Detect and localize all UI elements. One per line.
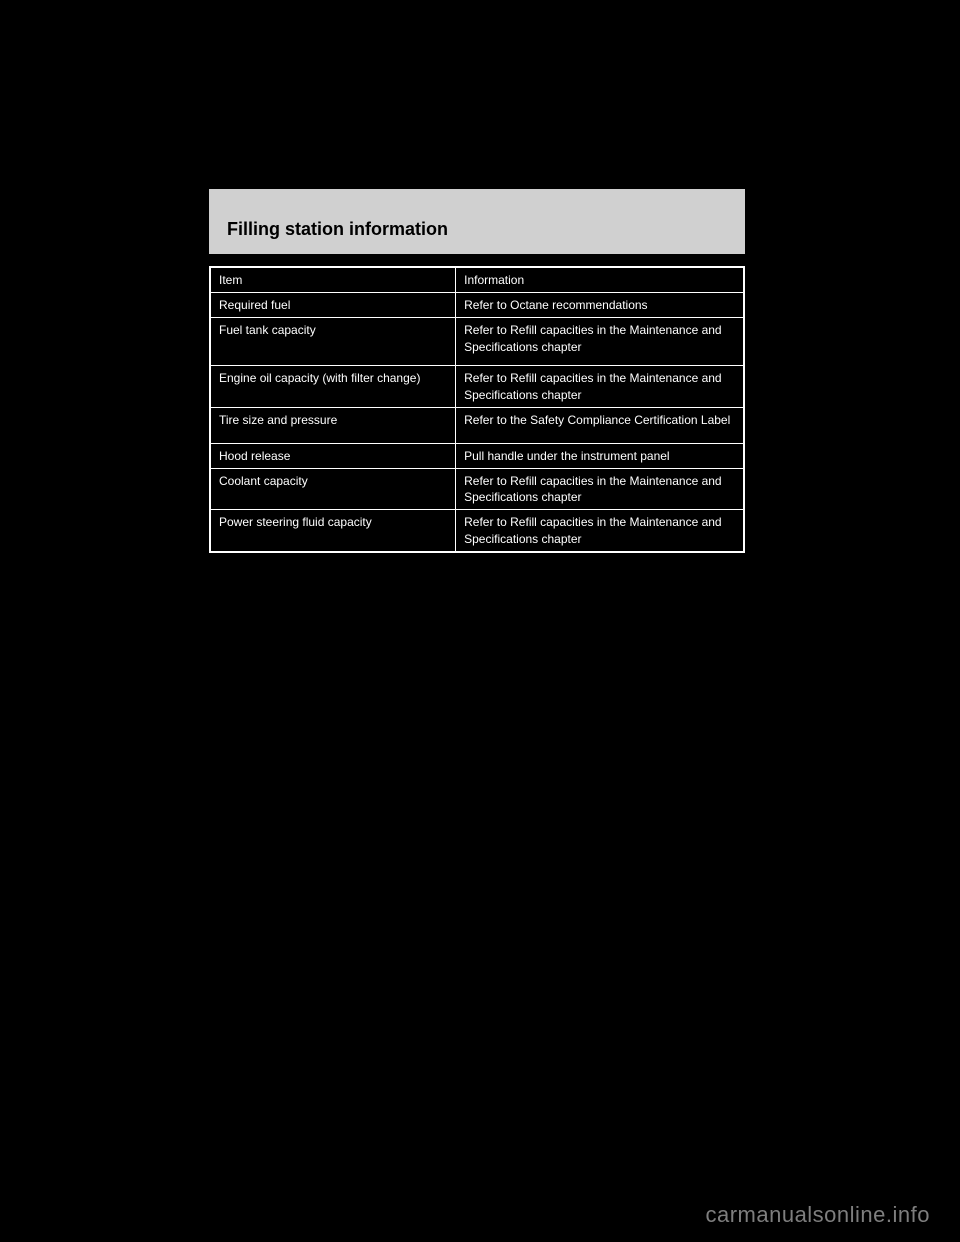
cell-value: Information xyxy=(456,267,744,293)
section-header: Filling station information xyxy=(209,189,745,254)
cell-value: Refer to Refill capacities in the Mainte… xyxy=(456,468,744,509)
cell-label: Coolant capacity xyxy=(210,468,456,509)
table-row: Required fuel Refer to Octane recommenda… xyxy=(210,293,744,318)
cell-label: Tire size and pressure xyxy=(210,407,456,443)
cell-value: Pull handle under the instrument panel xyxy=(456,443,744,468)
section-title: Filling station information xyxy=(227,219,448,239)
cell-value: Refer to Octane recommendations xyxy=(456,293,744,318)
cell-label: Hood release xyxy=(210,443,456,468)
info-table: Item Information Required fuel Refer to … xyxy=(209,266,745,553)
cell-value: Refer to the Safety Compliance Certifica… xyxy=(456,407,744,443)
cell-label: Fuel tank capacity xyxy=(210,318,456,366)
watermark-text: carmanualsonline.info xyxy=(705,1202,930,1228)
cell-label: Item xyxy=(210,267,456,293)
table-row: Tire size and pressure Refer to the Safe… xyxy=(210,407,744,443)
cell-value: Refer to Refill capacities in the Mainte… xyxy=(456,318,744,366)
page-container: Filling station information Item Informa… xyxy=(209,189,745,553)
cell-value: Refer to Refill capacities in the Mainte… xyxy=(456,366,744,407)
table-row: Fuel tank capacity Refer to Refill capac… xyxy=(210,318,744,366)
cell-label: Required fuel xyxy=(210,293,456,318)
table-row: Coolant capacity Refer to Refill capacit… xyxy=(210,468,744,509)
table-row: Power steering fluid capacity Refer to R… xyxy=(210,510,744,552)
cell-value: Refer to Refill capacities in the Mainte… xyxy=(456,510,744,552)
cell-label: Power steering fluid capacity xyxy=(210,510,456,552)
table-row: Item Information xyxy=(210,267,744,293)
cell-label: Engine oil capacity (with filter change) xyxy=(210,366,456,407)
table-row: Hood release Pull handle under the instr… xyxy=(210,443,744,468)
table-row: Engine oil capacity (with filter change)… xyxy=(210,366,744,407)
